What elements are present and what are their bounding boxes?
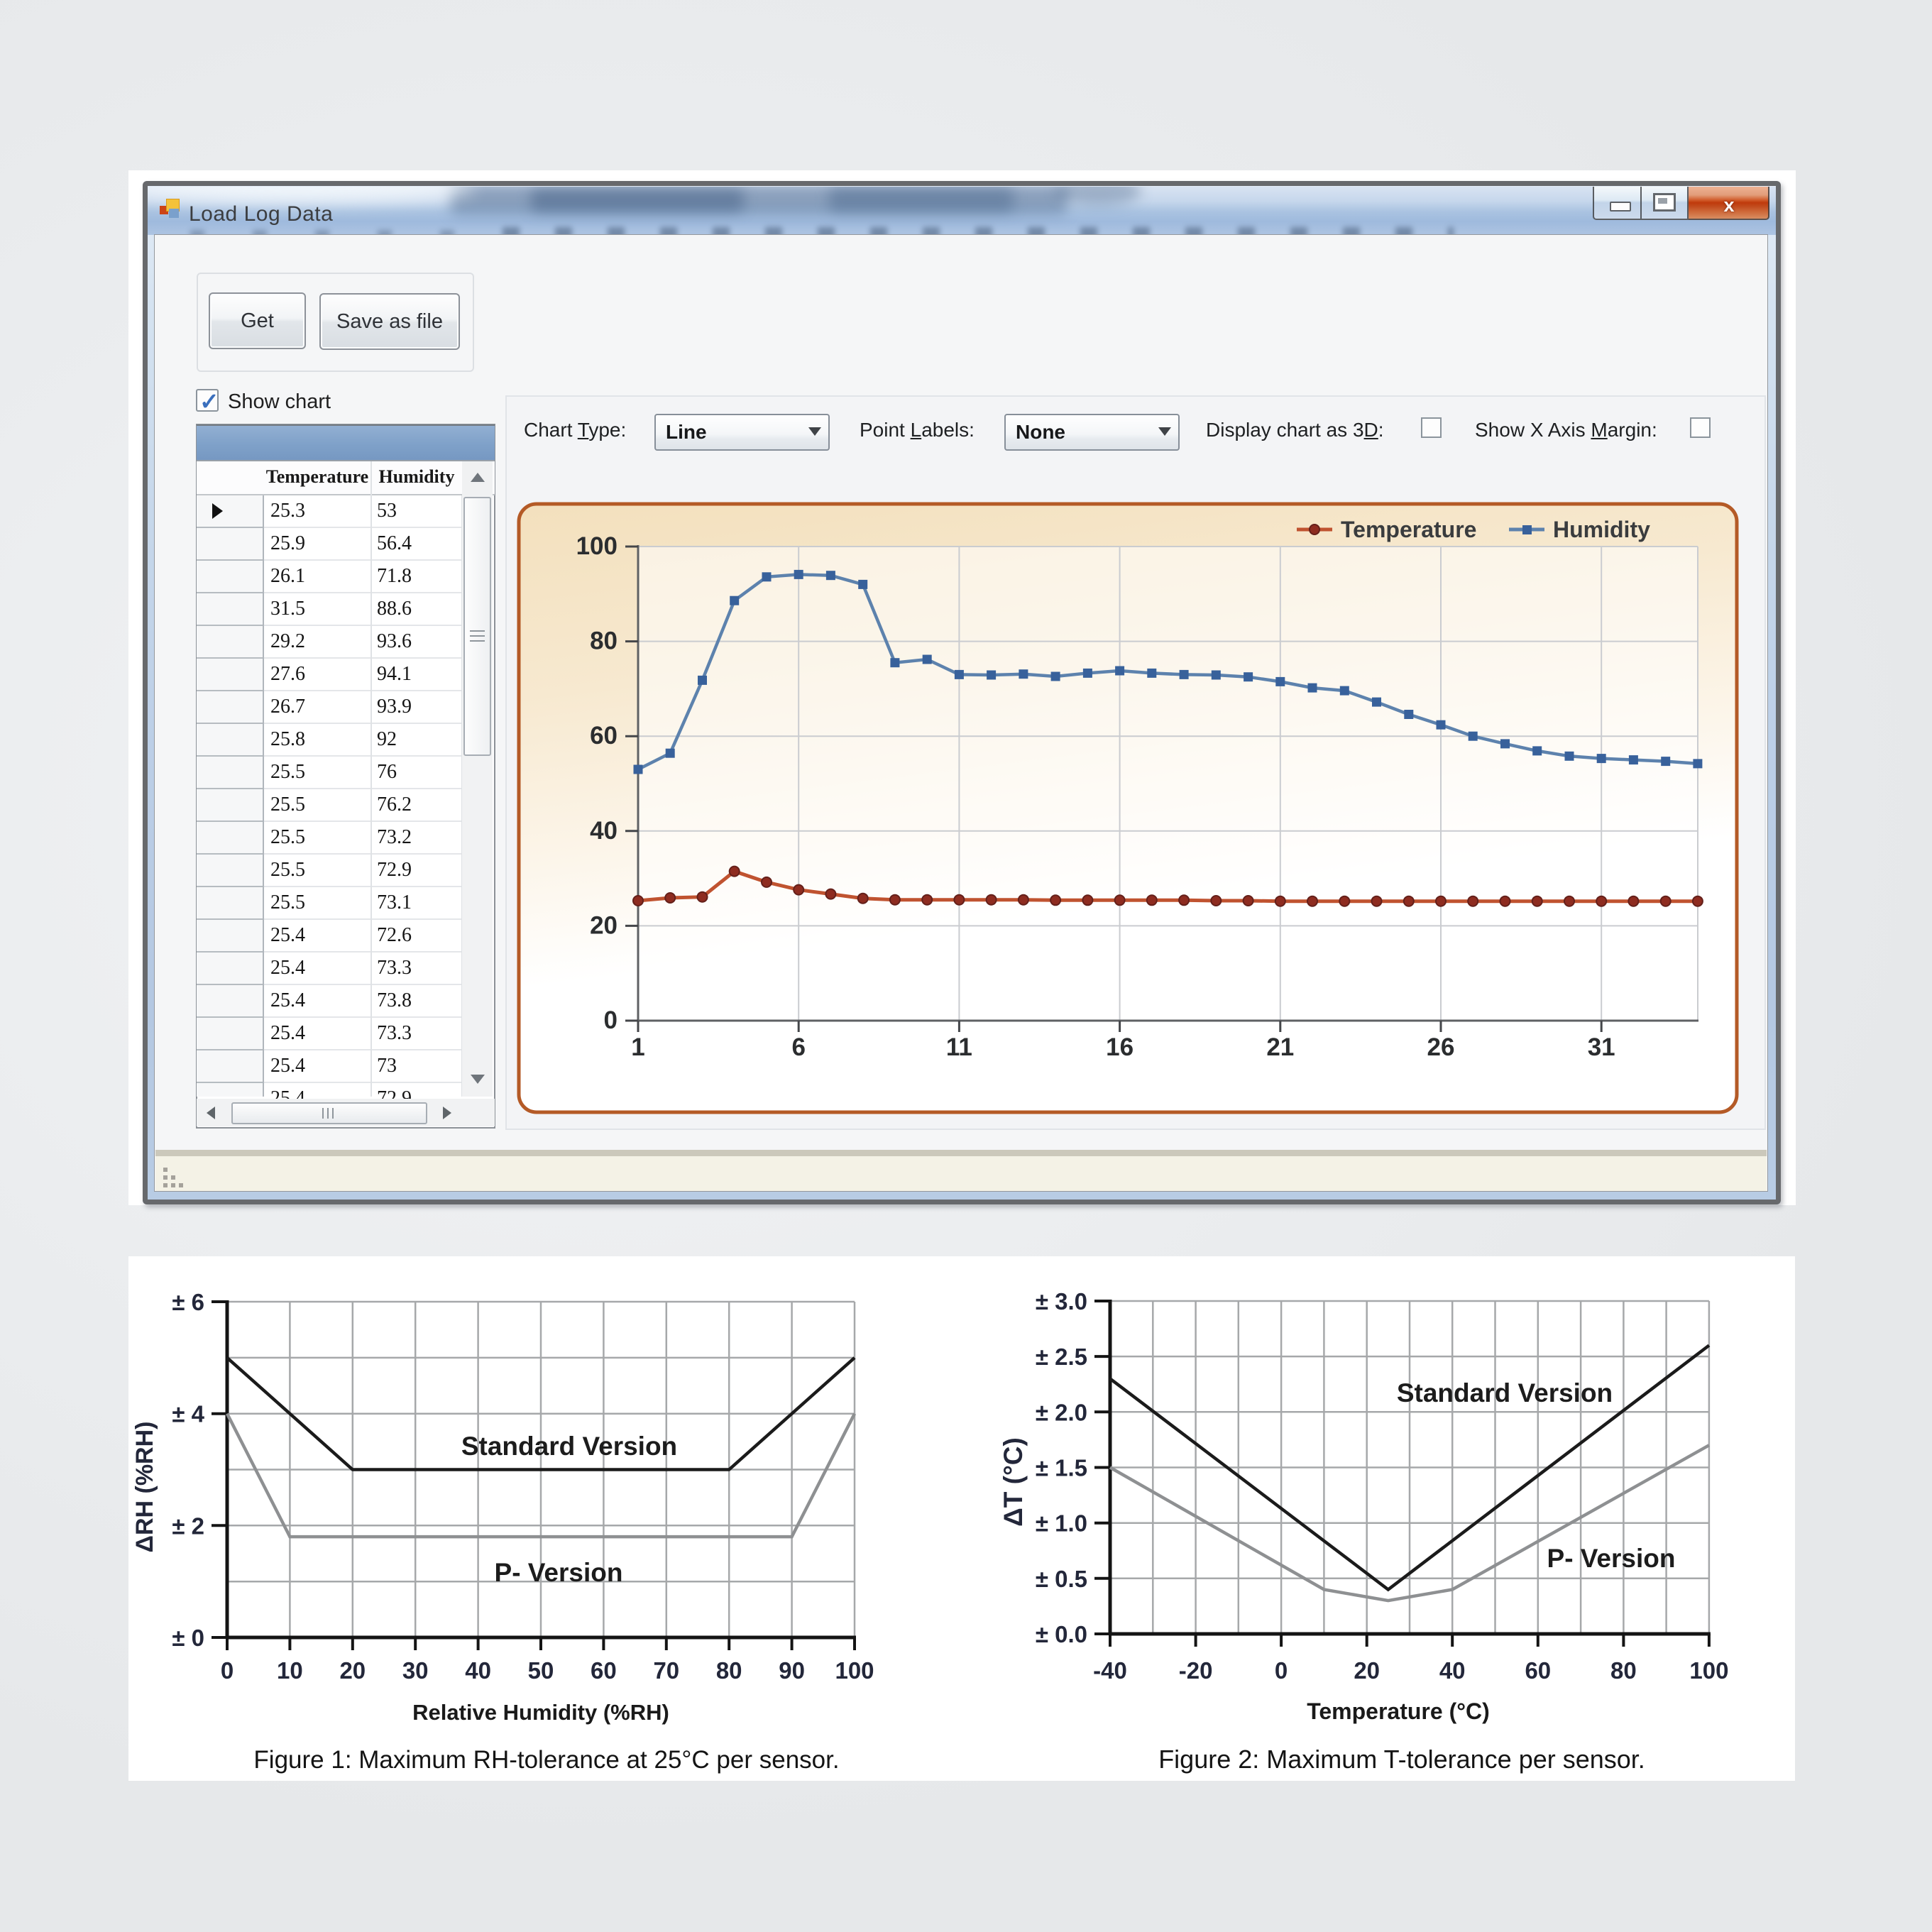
svg-text:0: 0: [1275, 1657, 1288, 1684]
svg-text:Temperature: Temperature: [1341, 517, 1476, 542]
svg-text:± 0: ± 0: [172, 1625, 204, 1651]
svg-text:60: 60: [1525, 1657, 1551, 1684]
svg-text:100: 100: [1689, 1657, 1728, 1684]
svg-text:± 2.5: ± 2.5: [1036, 1344, 1087, 1370]
svg-text:40: 40: [1439, 1657, 1466, 1684]
svg-text:70: 70: [653, 1657, 679, 1684]
svg-text:Humidity: Humidity: [1553, 517, 1650, 542]
svg-text:Standard Version: Standard Version: [1397, 1378, 1613, 1407]
svg-text:-20: -20: [1179, 1657, 1213, 1684]
svg-text:60: 60: [590, 722, 618, 750]
svg-text:± 6: ± 6: [172, 1289, 204, 1315]
svg-text:80: 80: [590, 627, 618, 655]
svg-text:40: 40: [465, 1657, 491, 1684]
svg-text:± 0.5: ± 0.5: [1036, 1566, 1087, 1592]
svg-text:0: 0: [604, 1006, 618, 1034]
svg-text:90: 90: [779, 1657, 805, 1684]
svg-text:10: 10: [277, 1657, 303, 1684]
svg-text:± 1.0: ± 1.0: [1036, 1510, 1087, 1537]
svg-text:ΔT (°C): ΔT (°C): [999, 1437, 1028, 1527]
svg-text:1: 1: [631, 1033, 644, 1061]
svg-text:6: 6: [791, 1033, 805, 1061]
svg-text:50: 50: [528, 1657, 554, 1684]
svg-text:21: 21: [1266, 1033, 1294, 1061]
svg-text:100: 100: [835, 1657, 874, 1684]
svg-text:20: 20: [590, 911, 618, 939]
svg-text:ΔRH (%RH): ΔRH (%RH): [131, 1422, 158, 1553]
svg-text:20: 20: [1354, 1657, 1380, 1684]
svg-text:± 4: ± 4: [172, 1401, 204, 1427]
svg-text:P- Version: P- Version: [495, 1558, 623, 1587]
svg-text:30: 30: [402, 1657, 429, 1684]
svg-text:± 2.0: ± 2.0: [1036, 1399, 1087, 1425]
svg-text:100: 100: [576, 532, 618, 560]
svg-text:11: 11: [946, 1033, 972, 1061]
svg-text:16: 16: [1106, 1033, 1134, 1061]
svg-text:Figure 1: Maximum RH-tolerance: Figure 1: Maximum RH-tolerance at 25°C p…: [253, 1746, 839, 1774]
svg-text:26: 26: [1427, 1033, 1455, 1061]
svg-text:± 3.0: ± 3.0: [1036, 1288, 1087, 1314]
svg-text:Figure 2: Maximum T-tolerance: Figure 2: Maximum T-tolerance per sensor…: [1158, 1745, 1645, 1774]
svg-text:Standard Version: Standard Version: [461, 1432, 677, 1461]
svg-text:± 2: ± 2: [172, 1513, 204, 1539]
svg-text:± 0.0: ± 0.0: [1036, 1621, 1087, 1647]
svg-text:40: 40: [590, 817, 618, 845]
svg-text:80: 80: [1610, 1657, 1637, 1684]
svg-text:80: 80: [716, 1657, 742, 1684]
svg-text:Temperature (°C): Temperature (°C): [1307, 1698, 1490, 1724]
svg-text:0: 0: [221, 1657, 234, 1684]
svg-text:-40: -40: [1093, 1657, 1127, 1684]
svg-text:20: 20: [339, 1657, 366, 1684]
svg-text:Relative Humidity (%RH): Relative Humidity (%RH): [412, 1700, 669, 1725]
svg-text:± 1.5: ± 1.5: [1036, 1455, 1087, 1481]
svg-text:60: 60: [591, 1657, 617, 1684]
svg-text:P- Version: P- Version: [1547, 1544, 1676, 1573]
svg-text:31: 31: [1588, 1033, 1615, 1061]
